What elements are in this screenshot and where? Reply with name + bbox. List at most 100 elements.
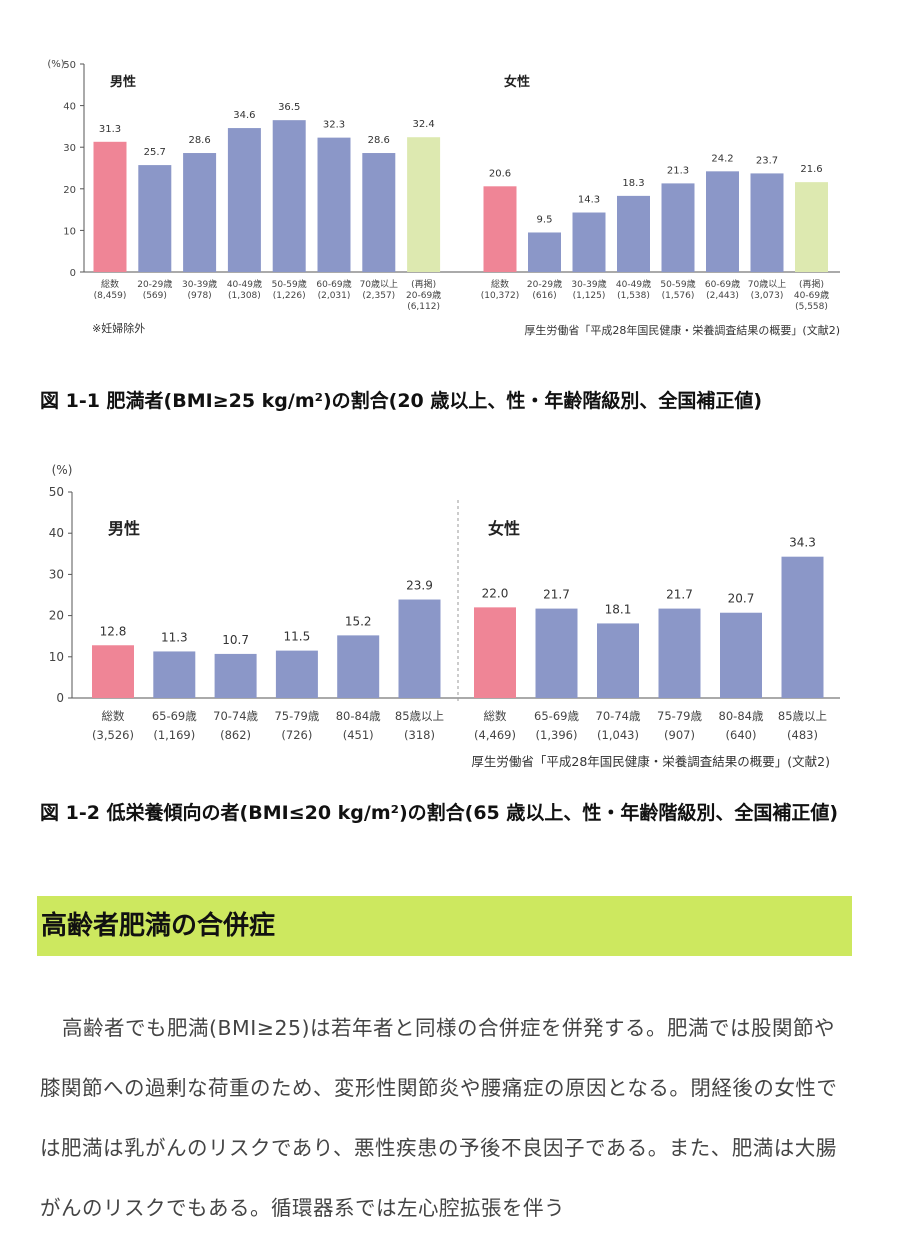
category-label: 60-69歳 xyxy=(705,278,740,290)
data-label: 18.1 xyxy=(605,602,632,616)
category-label: 70歳以上 xyxy=(748,278,786,290)
data-label: 21.7 xyxy=(666,588,693,602)
category-count: (640) xyxy=(726,728,757,742)
bar xyxy=(183,153,217,272)
bar xyxy=(93,141,127,272)
bar xyxy=(750,173,784,272)
category-count: (2,443) xyxy=(706,291,739,301)
category-label: 30-39歳 xyxy=(571,278,606,290)
data-label: 11.3 xyxy=(161,630,188,644)
category-label: 総数 xyxy=(102,709,125,723)
chart-source: 厚生労働省「平成28年国民健康・栄養調査結果の概要」(文献2) xyxy=(524,323,840,337)
category-label: 85歳以上 xyxy=(395,709,444,723)
figure-1-chart: (%)01020304050男性31.3総数(8,459)25.720-29歳(… xyxy=(47,59,840,337)
bar xyxy=(572,212,606,272)
figure-2-caption: 図 1-2 低栄養傾向の者(BMI≤20 kg/m²)の割合(65 歳以上、性・… xyxy=(40,802,839,824)
data-label: 32.4 xyxy=(412,119,434,130)
category-count: (3,526) xyxy=(92,728,134,742)
data-label: 32.3 xyxy=(323,120,345,131)
bar xyxy=(272,120,306,272)
y-tick-label: 30 xyxy=(63,143,76,154)
data-label: 21.3 xyxy=(667,165,689,176)
category-label: (再掲) xyxy=(411,279,436,290)
data-label: 34.6 xyxy=(233,110,255,121)
y-tick-label: 10 xyxy=(49,650,64,664)
category-label: 60-69歳 xyxy=(316,278,351,290)
category-count: (862) xyxy=(220,728,251,742)
data-label: 23.7 xyxy=(756,155,778,166)
data-label: 21.7 xyxy=(543,588,570,602)
category-label: 30-39歳 xyxy=(182,278,217,290)
category-label: 40-49歳 xyxy=(227,278,262,290)
bar xyxy=(661,183,695,272)
category-count: (978) xyxy=(187,291,211,301)
y-axis-unit: (%) xyxy=(52,463,73,477)
category-label: 80-84歳 xyxy=(336,709,381,723)
bar xyxy=(92,645,134,698)
category-label: 70-74歳 xyxy=(596,709,641,723)
category-count: (569) xyxy=(143,291,167,301)
data-label: 34.3 xyxy=(789,536,816,550)
category-label: 20-29歳 xyxy=(137,278,172,290)
category-label: 20-29歳 xyxy=(527,278,562,290)
y-tick-label: 50 xyxy=(49,485,64,499)
category-count: (6,112) xyxy=(407,302,440,312)
category-label: 総数 xyxy=(101,278,119,290)
category-count: (726) xyxy=(281,728,312,742)
data-label: 18.3 xyxy=(622,178,644,189)
bar xyxy=(597,623,639,698)
bar xyxy=(362,153,396,272)
section-title: 高齢者肥満の合併症 xyxy=(41,911,276,941)
chart-source: 厚生労働省「平成28年国民健康・栄養調査結果の概要」(文献2) xyxy=(471,754,830,769)
data-label: 23.9 xyxy=(406,579,433,593)
bar xyxy=(535,608,578,698)
bar xyxy=(138,165,172,272)
category-count: (10,372) xyxy=(481,291,520,301)
bar xyxy=(317,137,351,272)
y-tick-label: 0 xyxy=(56,691,64,705)
figure-1-caption: 図 1-1 肥満者(BMI≥25 kg/m²)の割合(20 歳以上、性・年齢階級… xyxy=(40,390,763,412)
category-label: 40-49歳 xyxy=(616,278,651,290)
category-label: 65-69歳 xyxy=(534,709,579,723)
data-label: 31.3 xyxy=(99,124,121,135)
category-count: (1,226) xyxy=(273,291,306,301)
bar xyxy=(275,650,318,698)
data-label: 22.0 xyxy=(482,586,509,600)
data-label: 28.6 xyxy=(188,135,210,146)
bar xyxy=(153,651,196,698)
bar xyxy=(795,182,828,272)
y-tick-label: 20 xyxy=(63,185,76,196)
bar xyxy=(720,612,762,698)
category-label: 50-59歳 xyxy=(272,278,307,290)
bar xyxy=(706,171,739,272)
data-label: 14.3 xyxy=(578,195,600,206)
category-label: 総数 xyxy=(491,278,509,290)
data-label: 36.5 xyxy=(278,102,300,113)
data-label: 10.7 xyxy=(222,633,249,647)
category-count: (3,073) xyxy=(751,291,784,301)
category-count: (1,576) xyxy=(662,291,695,301)
category-label: 75-79歳 xyxy=(657,709,702,723)
category-count: (2,031) xyxy=(318,291,351,301)
bar xyxy=(781,556,824,698)
category-label: 85歳以上 xyxy=(778,709,827,723)
y-tick-label: 0 xyxy=(70,268,76,279)
bar xyxy=(617,195,650,272)
body-paragraph: 高齢者でも肥満(BMI≥25)は若年者と同様の合併症を併発する。肥満では股関節や… xyxy=(40,1016,838,1220)
bar xyxy=(337,635,380,698)
bar xyxy=(483,186,517,272)
category-count: (483) xyxy=(787,728,818,742)
y-tick-label: 10 xyxy=(63,226,76,237)
category-count: (1,538) xyxy=(617,291,650,301)
category-count: (1,308) xyxy=(228,291,261,301)
figure-2-chart: (%) 0 10 20 30 40 50 男性 12.8 総数 (3,526) 11.3 65-69歳 (… xyxy=(49,463,840,769)
category-label: 総数 xyxy=(484,709,507,723)
y-tick-label: 30 xyxy=(49,567,64,581)
bar xyxy=(398,599,441,698)
category-count: (451) xyxy=(343,728,374,742)
category-count: (1,169) xyxy=(153,728,195,742)
panel-title: 女性 xyxy=(488,519,520,538)
category-label: 70-74歳 xyxy=(213,709,258,723)
category-count: (1,043) xyxy=(597,728,639,742)
category-label: (再掲) xyxy=(799,279,824,290)
